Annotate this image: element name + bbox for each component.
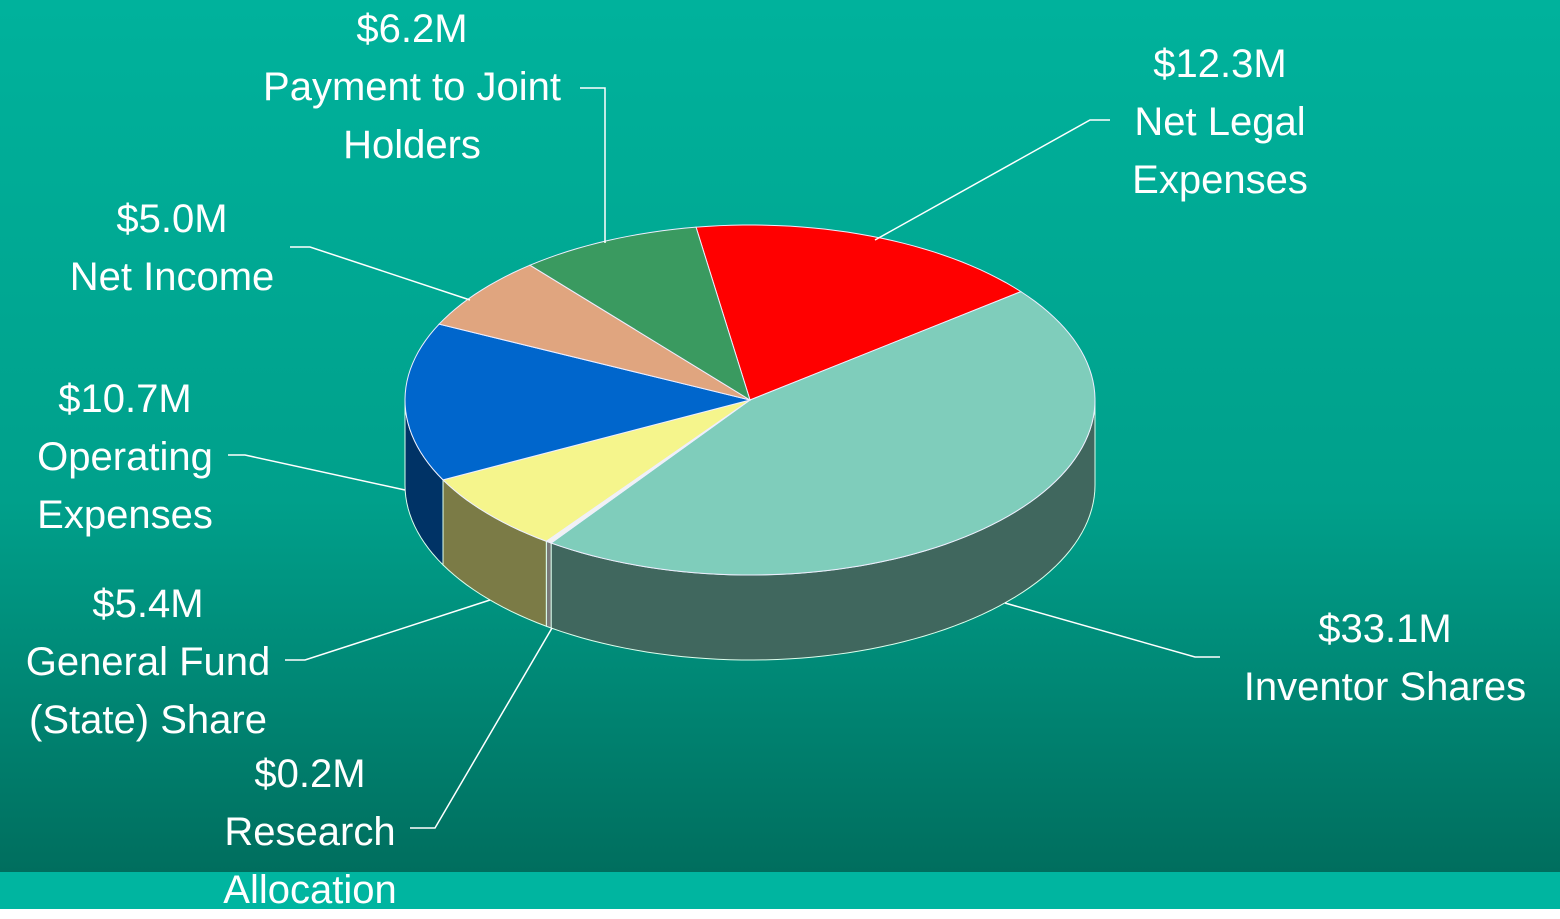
value-label: $33.1M [1318,607,1452,651]
slice [550,291,1096,576]
category-label: Net Legal Expenses [1132,100,1308,202]
slice-label: $12.3M Net Legal Expenses [1105,35,1335,209]
slice [438,264,751,401]
slice [695,224,1023,401]
slice-label: $10.7M Operating Expenses [10,370,240,544]
slice-label: $33.1M Inventor Shares [1215,600,1555,716]
slice-label: $0.2M Research Allocation [195,745,425,919]
footer-band [0,872,1560,909]
leader-line [285,599,491,661]
category-label: Payment to Joint Holders [263,65,561,167]
value-label: $6.2M [356,7,468,51]
leader-line [290,246,471,301]
slice [404,323,751,481]
category-label: General Fund (State) Share [25,640,271,742]
leader-line [1004,602,1220,658]
category-label: Research Allocation [223,810,397,912]
value-label: $5.0M [116,197,228,241]
slice-label: $5.4M General Fund (State) Share [0,575,298,749]
leader-line [228,454,406,491]
slice [442,399,751,542]
category-label: Operating Expenses [37,435,213,537]
category-label: Net Income [69,255,275,299]
value-label: $10.7M [58,377,192,421]
leader-line [874,119,1110,241]
value-label: $5.4M [92,582,204,626]
slice-side [545,540,552,629]
slice [528,226,751,402]
category-label: Inventor Shares [1243,665,1527,709]
value-label: $0.2M [254,752,366,796]
leader-line [410,627,553,829]
slice-label: $5.0M Net Income [42,190,302,306]
slice-label: $6.2M Payment to Joint Holders [232,0,592,174]
leader-line [580,87,606,243]
value-label: $12.3M [1153,42,1287,86]
